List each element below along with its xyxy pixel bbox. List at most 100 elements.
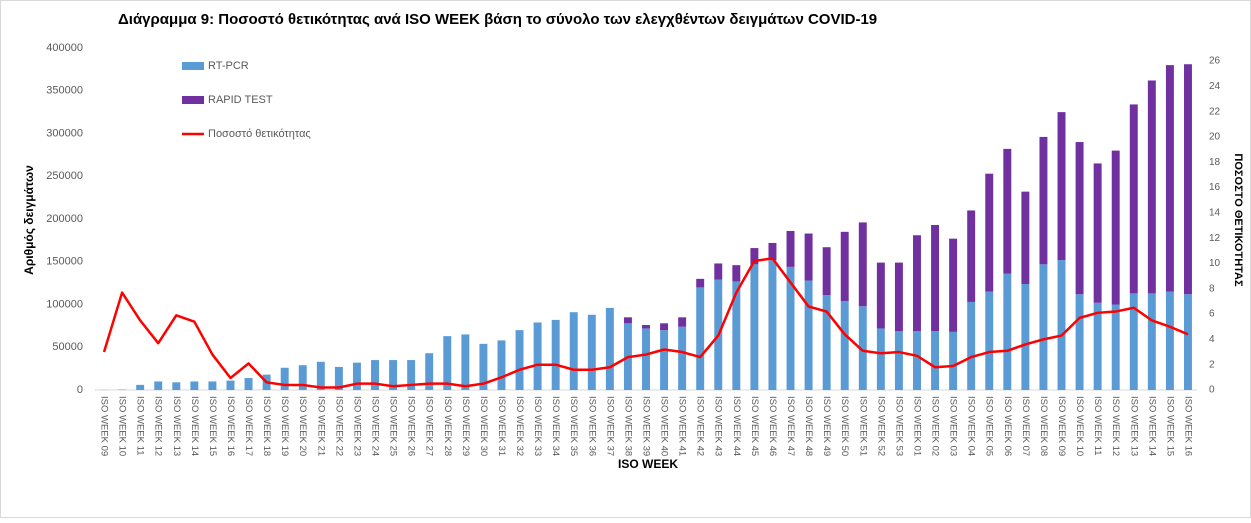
bar (931, 225, 939, 331)
legend-label: RT-PCR (208, 60, 249, 72)
x-tick-label: ISO WEEK 36 (586, 396, 597, 456)
bar (913, 235, 921, 331)
x-tick-label: ISO WEEK 37 (604, 396, 615, 456)
x-tick-label: ISO WEEK 04 (966, 396, 977, 456)
bar (823, 295, 831, 390)
x-tick-label: ISO WEEK 05 (984, 396, 995, 456)
bar (245, 378, 253, 390)
x-tick-label: ISO WEEK 03 (948, 396, 959, 456)
bar (768, 260, 776, 390)
bar (534, 322, 542, 390)
y2-tick-label: 8 (1209, 283, 1215, 294)
bar (588, 315, 596, 390)
x-tick-label: ISO WEEK 31 (496, 396, 507, 456)
x-tick-label: ISO WEEK 25 (388, 396, 399, 456)
bar (371, 360, 379, 390)
x-tick-label: ISO WEEK 21 (315, 396, 326, 456)
bar (877, 263, 885, 329)
bar (750, 264, 758, 390)
x-tick-label: ISO WEEK 40 (659, 396, 670, 456)
x-tick-label: ISO WEEK 32 (514, 396, 525, 456)
x-tick-label: ISO WEEK 14 (189, 396, 200, 456)
x-tick-label: ISO WEEK 30 (478, 396, 489, 456)
bar (859, 222, 867, 306)
y2-tick-label: 12 (1209, 233, 1221, 244)
x-tick-label: ISO WEEK 17 (243, 396, 254, 456)
bar (696, 279, 704, 288)
bar (353, 363, 361, 390)
bar (642, 328, 650, 390)
bar (190, 381, 198, 390)
bar (678, 317, 686, 326)
x-tick-label: ISO WEEK 34 (550, 396, 561, 456)
y-tick-label: 400000 (46, 42, 83, 54)
x-tick-label: ISO WEEK 15 (207, 396, 218, 456)
y-tick-label: 50000 (52, 341, 83, 353)
x-tick-label: ISO WEEK 09 (99, 396, 110, 456)
x-tick-label: ISO WEEK 18 (261, 396, 272, 456)
bar (985, 292, 993, 390)
bar (841, 232, 849, 301)
bar (624, 317, 632, 323)
x-tick-label: ISO WEEK 33 (532, 396, 543, 456)
x-tick-label: ISO WEEK 38 (622, 396, 633, 456)
x-tick-label: ISO WEEK 46 (767, 396, 778, 456)
bar (1166, 292, 1174, 390)
y-axis-title: Αριθμός δειγμάτων (22, 165, 36, 275)
y2-tick-label: 18 (1209, 157, 1221, 168)
x-tick-label: ISO WEEK 16 (225, 396, 236, 456)
legend-swatch (182, 96, 204, 104)
y2-tick-label: 2 (1209, 359, 1215, 370)
bar (931, 331, 939, 390)
bar (1166, 65, 1174, 292)
y-tick-label: 0 (77, 384, 83, 396)
bar (714, 263, 722, 279)
x-tick-label: ISO WEEK 13 (171, 396, 182, 456)
legend-swatch (182, 62, 204, 70)
x-tick-label: ISO WEEK 07 (1020, 396, 1031, 456)
bar (1003, 149, 1011, 274)
legend-label: Ποσοστό θετικότητας (208, 128, 311, 140)
bar (1021, 284, 1029, 390)
bar (1148, 293, 1156, 390)
bar (606, 308, 614, 390)
x-tick-label: ISO WEEK 20 (297, 396, 308, 456)
x-tick-label: ISO WEEK 28 (442, 396, 453, 456)
x-tick-label: ISO WEEK 35 (568, 396, 579, 456)
bar (949, 239, 957, 332)
bar (317, 362, 325, 390)
bar (461, 334, 469, 390)
bar (1021, 192, 1029, 284)
bar (208, 381, 216, 390)
bar (1130, 104, 1138, 293)
y2-tick-label: 0 (1209, 385, 1215, 396)
x-tick-label: ISO WEEK 39 (640, 396, 651, 456)
y-tick-label: 250000 (46, 170, 83, 182)
x-tick-label: ISO WEEK 43 (713, 396, 724, 456)
x-tick-label: ISO WEEK 47 (785, 396, 796, 456)
bar (895, 263, 903, 331)
bar (949, 332, 957, 390)
bar (1148, 80, 1156, 293)
bar (732, 265, 740, 281)
bar (1094, 163, 1102, 302)
y2-tick-label: 26 (1209, 56, 1221, 67)
bar (913, 331, 921, 390)
bar (1058, 260, 1066, 390)
x-tick-label: ISO WEEK 50 (839, 396, 850, 456)
bar (967, 302, 975, 390)
bar (1112, 305, 1120, 391)
x-tick-label: ISO WEEK 22 (333, 396, 344, 456)
bar (281, 368, 289, 390)
bar (172, 382, 180, 390)
x-tick-label: ISO WEEK 27 (424, 396, 435, 456)
bar (985, 174, 993, 292)
bar (1058, 112, 1066, 260)
bar (823, 247, 831, 295)
bar (660, 323, 668, 330)
bar (227, 381, 235, 390)
bar (1003, 274, 1011, 390)
x-tick-label: ISO WEEK 01 (911, 396, 922, 456)
bar (1076, 142, 1084, 294)
x-tick-label: ISO WEEK 09 (1056, 396, 1067, 456)
